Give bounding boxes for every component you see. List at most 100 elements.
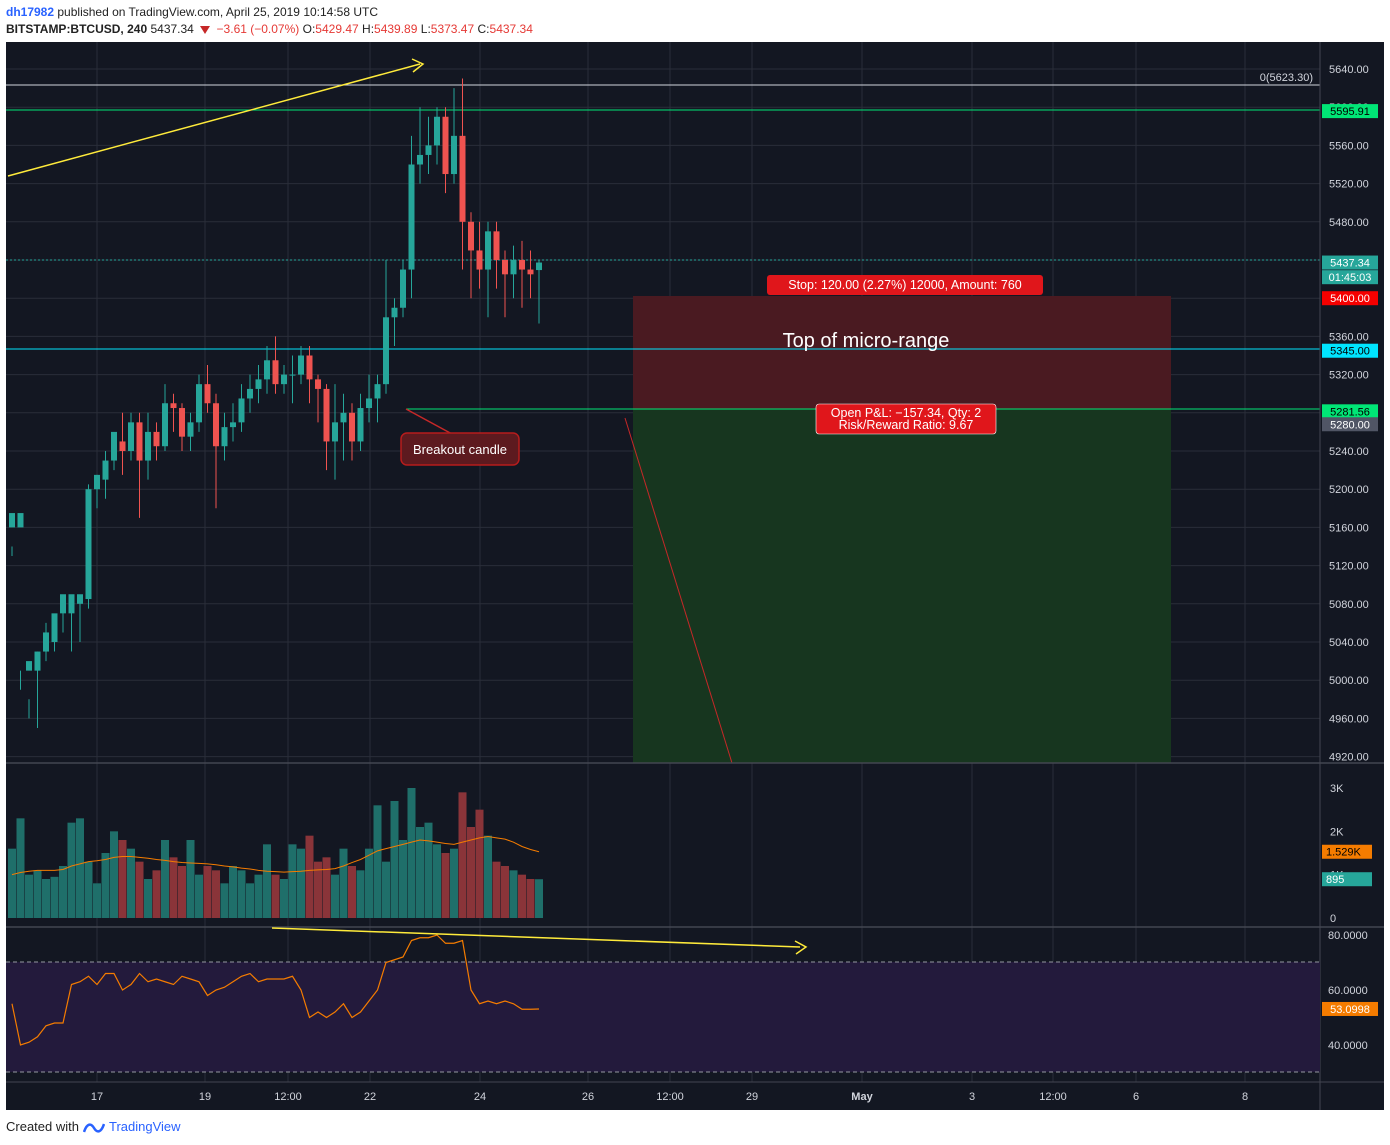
volume-bar [263, 844, 271, 918]
chart-canvas[interactable]: 0(5623.30) Stop: 120.00 (2.27%) 12000, A… [0, 42, 1390, 1114]
candle-body[interactable] [17, 513, 24, 528]
candle-body[interactable] [9, 513, 15, 528]
breakout-callout[interactable] [400, 432, 520, 466]
candle-body[interactable] [485, 231, 491, 270]
candle-body[interactable] [51, 613, 58, 642]
candle-body[interactable] [26, 661, 32, 671]
candle-body[interactable] [459, 135, 466, 222]
candle-body[interactable] [519, 260, 525, 270]
tradingview-brand[interactable]: TradingView [108, 1119, 181, 1134]
volume-bar [441, 853, 450, 918]
candle-body[interactable] [145, 431, 151, 461]
author-name[interactable]: dh17982 [6, 5, 55, 19]
candle-body[interactable] [357, 408, 364, 442]
candle-body[interactable] [128, 422, 134, 451]
candle-body[interactable] [340, 412, 347, 423]
candle-body[interactable] [77, 594, 83, 604]
candle-body[interactable] [349, 412, 355, 442]
volume-label-box [1322, 872, 1372, 887]
candle-body[interactable] [408, 164, 415, 270]
volume-bar [33, 870, 42, 918]
candle-body[interactable] [264, 360, 270, 380]
candle-body[interactable] [315, 379, 321, 389]
candle-body[interactable] [272, 360, 279, 385]
candle-body[interactable] [510, 260, 517, 275]
rsi-tick: 40.0000 [1328, 1040, 1368, 1052]
candle-body[interactable] [281, 374, 287, 385]
rsi-indicator [11, 934, 540, 1046]
candle-body[interactable] [502, 260, 508, 275]
fib-label: 0(5623.30) [1260, 72, 1313, 84]
rsi-line[interactable] [11, 934, 540, 1046]
candle-body[interactable] [221, 427, 228, 447]
trend-arrow-line[interactable] [7, 63, 421, 177]
candle-body[interactable] [298, 355, 304, 375]
candle-body[interactable] [94, 474, 100, 490]
candle-body[interactable] [179, 408, 185, 437]
projection-line[interactable] [624, 417, 733, 764]
candle-body[interactable] [306, 355, 313, 380]
volume-bar [118, 840, 127, 918]
zone-label: Top of micro-range [783, 330, 950, 352]
volume-bar [93, 883, 101, 918]
volume-bar [348, 866, 356, 918]
candle-body[interactable] [289, 374, 296, 376]
candle-body[interactable] [391, 307, 398, 318]
candle-body[interactable] [442, 116, 449, 175]
candle-body[interactable] [476, 250, 483, 270]
candle-body[interactable] [468, 221, 474, 251]
candle-body[interactable] [153, 431, 160, 447]
candle-body[interactable] [434, 116, 440, 146]
candle-body[interactable] [187, 422, 194, 437]
candle-body[interactable] [102, 460, 109, 480]
candle-body[interactable] [527, 269, 534, 275]
candle-body[interactable] [323, 388, 330, 442]
candle-body[interactable] [162, 403, 168, 447]
candle-body[interactable] [119, 441, 126, 451]
candle-body[interactable] [196, 384, 202, 423]
candle-body[interactable] [383, 317, 389, 385]
candle-body[interactable] [366, 398, 372, 409]
candle-body[interactable] [536, 262, 542, 271]
candle-body[interactable] [213, 403, 219, 447]
volume-bar [373, 805, 382, 918]
candle-body[interactable] [68, 594, 75, 614]
price-label: 5281.56 [1330, 406, 1370, 418]
candle-body[interactable] [34, 651, 41, 671]
candle-body[interactable] [111, 431, 117, 461]
volume-bar [382, 861, 390, 918]
volume-bar [407, 788, 416, 918]
stop-loss-zone[interactable] [633, 296, 1171, 409]
price-label-box [1322, 104, 1378, 119]
candle-body[interactable] [85, 489, 92, 600]
candle-body[interactable] [43, 632, 49, 652]
candle-body[interactable] [417, 154, 423, 165]
time-tick: 19 [199, 1091, 211, 1103]
candle-body[interactable] [493, 231, 500, 260]
candle-body[interactable] [204, 384, 211, 404]
symbol-name[interactable]: BITSTAMP:BTCUSD, 240 [6, 22, 148, 36]
candle-body[interactable] [374, 384, 381, 399]
candle-body[interactable] [170, 403, 177, 409]
volume-label: 1.529K [1326, 847, 1362, 859]
candle-body[interactable] [60, 594, 66, 614]
candle-body[interactable] [247, 388, 253, 399]
rsi-label: 53.0998 [1330, 1004, 1370, 1016]
candle-body[interactable] [425, 145, 432, 155]
candle-body[interactable] [255, 379, 262, 389]
candle-body[interactable] [332, 422, 338, 442]
candle-body[interactable] [451, 135, 457, 175]
close-value: 5437.34 [489, 22, 533, 36]
target-zone[interactable] [633, 409, 1171, 763]
volume-bar [424, 822, 433, 918]
volume-bar [339, 848, 348, 918]
candle-body[interactable] [136, 422, 143, 461]
open-value: 5429.47 [315, 22, 359, 36]
time-tick: 8 [1242, 1091, 1248, 1103]
price-label-box [1322, 417, 1378, 432]
volume-bar [433, 844, 441, 918]
divergence-line[interactable] [271, 927, 801, 948]
candle-body[interactable] [238, 398, 245, 423]
candle-body[interactable] [230, 422, 236, 428]
candle-body[interactable] [400, 269, 406, 308]
